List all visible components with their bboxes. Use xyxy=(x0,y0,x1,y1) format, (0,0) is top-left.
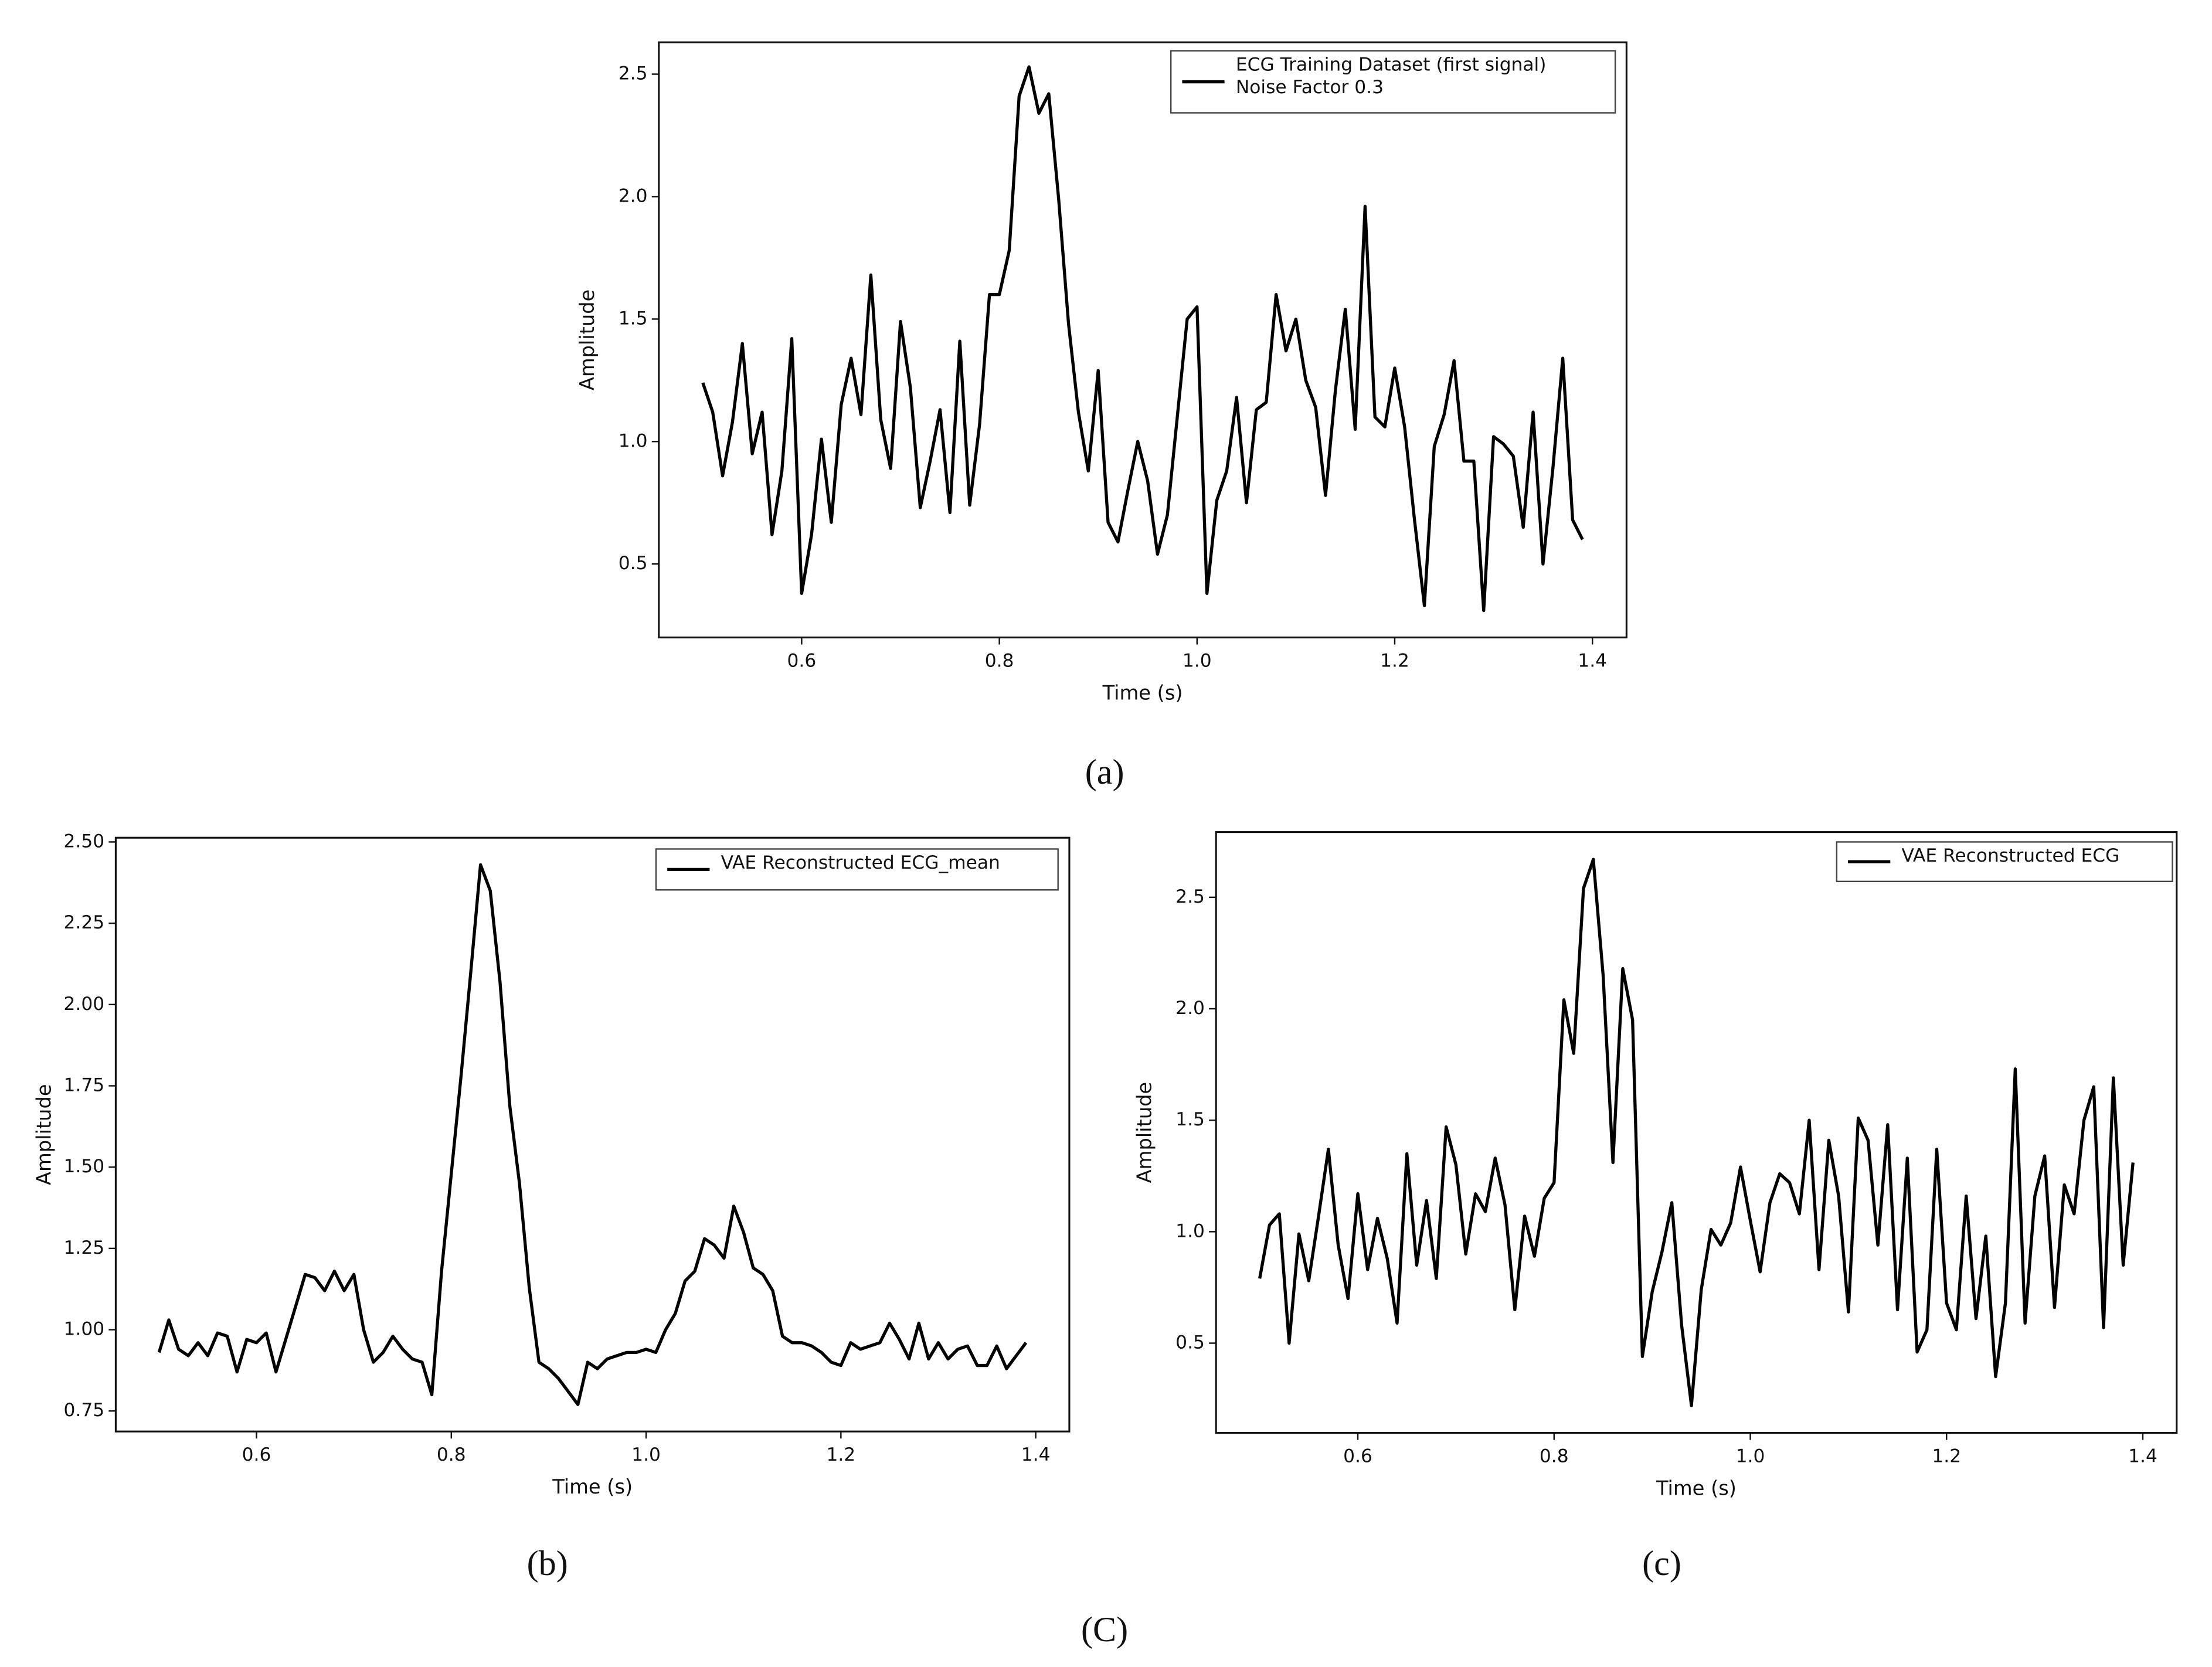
chart: 0.6 0.8 1.0 1.2 1.4 0.5 1.0 1.5 2.0 2.5 Time (s) Am… xyxy=(1133,831,2178,1583)
x-tick-label: 1.0 xyxy=(1736,1445,1765,1467)
x-tick-label: 0.6 xyxy=(242,1444,271,1465)
x-tick-label: 1.4 xyxy=(1578,650,1607,671)
plot-frame xyxy=(658,41,1627,639)
legend-label-box: ECG Training Dataset (first signal) Nois… xyxy=(1235,55,1547,99)
x-tick-label: 1.4 xyxy=(2128,1445,2157,1467)
legend-label: VAE Reconstructed ECG xyxy=(1901,846,2120,867)
chart: 0.6 0.8 1.0 1.2 1.4 0.5 1.0 1.5 2.0 2.5 Time (s) Am… xyxy=(576,41,1627,792)
legend-label-box: VAE Reconstructed ECG_mean xyxy=(721,853,1000,875)
chart: 0.6 0.8 1.0 1.2 1.4 0.75 1.00 1.25 1.50 1.75 2.00 2… xyxy=(33,831,1071,1583)
x-tick-label: 0.6 xyxy=(787,650,817,671)
legend-label: ECG Training Dataset (first signal) Nois… xyxy=(1235,55,1547,99)
x-tick-label: 1.0 xyxy=(631,1444,661,1465)
y-tick-label: 0.5 xyxy=(619,553,648,574)
x-axis-label: Time (s) xyxy=(1102,681,1183,704)
panel-caption: (a) xyxy=(1085,753,1124,792)
y-tick-label: 2.0 xyxy=(1175,998,1205,1019)
series-line xyxy=(701,65,1584,613)
x-tick-label: 1.2 xyxy=(826,1444,855,1465)
y-tick-label: 1.0 xyxy=(619,430,648,451)
y-tick-label: 0.5 xyxy=(1175,1332,1205,1353)
x-tick-label: 1.2 xyxy=(1932,1445,1961,1467)
legend: ECG Training Dataset (first signal) Nois… xyxy=(1170,50,1616,114)
y-axis-label: Amplitude xyxy=(576,290,599,391)
legend: VAE Reconstructed ECG_mean xyxy=(655,848,1059,891)
x-tick-label: 1.2 xyxy=(1380,650,1409,671)
y-axis-label: Amplitude xyxy=(1133,1082,1156,1183)
x-axis-label: Time (s) xyxy=(552,1475,633,1498)
x-tick-label: 1.4 xyxy=(1021,1444,1051,1465)
y-tick-label: 2.00 xyxy=(64,994,105,1015)
legend-frame xyxy=(655,848,1059,891)
legend-label: VAE Reconstructed ECG_mean xyxy=(721,853,1000,875)
y-tick-label: 2.5 xyxy=(619,63,648,84)
y-tick-label: 2.25 xyxy=(64,912,105,933)
y-tick-label: 1.25 xyxy=(64,1237,105,1258)
x-tick-label: 0.8 xyxy=(985,650,1014,671)
x-tick-label: 0.8 xyxy=(437,1444,466,1465)
y-tick-label: 2.0 xyxy=(619,185,648,206)
x-tick-label: 0.6 xyxy=(1343,1445,1372,1467)
y-tick-label: 1.75 xyxy=(64,1074,105,1096)
legend: VAE Reconstructed ECG xyxy=(1836,841,2173,883)
y-tick-label: 2.50 xyxy=(64,831,105,852)
series-line xyxy=(1258,858,2135,1407)
plot-frame xyxy=(1215,831,2178,1434)
y-tick-label: 0.75 xyxy=(64,1400,105,1421)
y-tick-label: 1.5 xyxy=(1175,1109,1205,1130)
legend-frame xyxy=(1836,841,2173,883)
y-tick-label: 1.5 xyxy=(619,308,648,329)
panel-caption: (b) xyxy=(527,1544,568,1583)
y-tick-label: 1.50 xyxy=(64,1156,105,1177)
panel-caption: (c) xyxy=(1642,1544,1681,1583)
y-tick-label: 2.5 xyxy=(1175,886,1205,907)
series-line xyxy=(157,863,1028,1406)
x-axis-label: Time (s) xyxy=(1656,1477,1737,1499)
figure-label: (C) xyxy=(1081,1610,1128,1649)
x-tick-label: 0.8 xyxy=(1540,1445,1569,1467)
y-axis-label: Amplitude xyxy=(33,1084,56,1185)
legend-frame xyxy=(1170,50,1616,114)
y-tick-label: 1.00 xyxy=(64,1319,105,1340)
x-tick-label: 1.0 xyxy=(1183,650,1212,671)
y-tick-label: 1.0 xyxy=(1175,1220,1205,1241)
plot-frame xyxy=(114,836,1071,1433)
legend-label-box: VAE Reconstructed ECG xyxy=(1901,846,2120,867)
